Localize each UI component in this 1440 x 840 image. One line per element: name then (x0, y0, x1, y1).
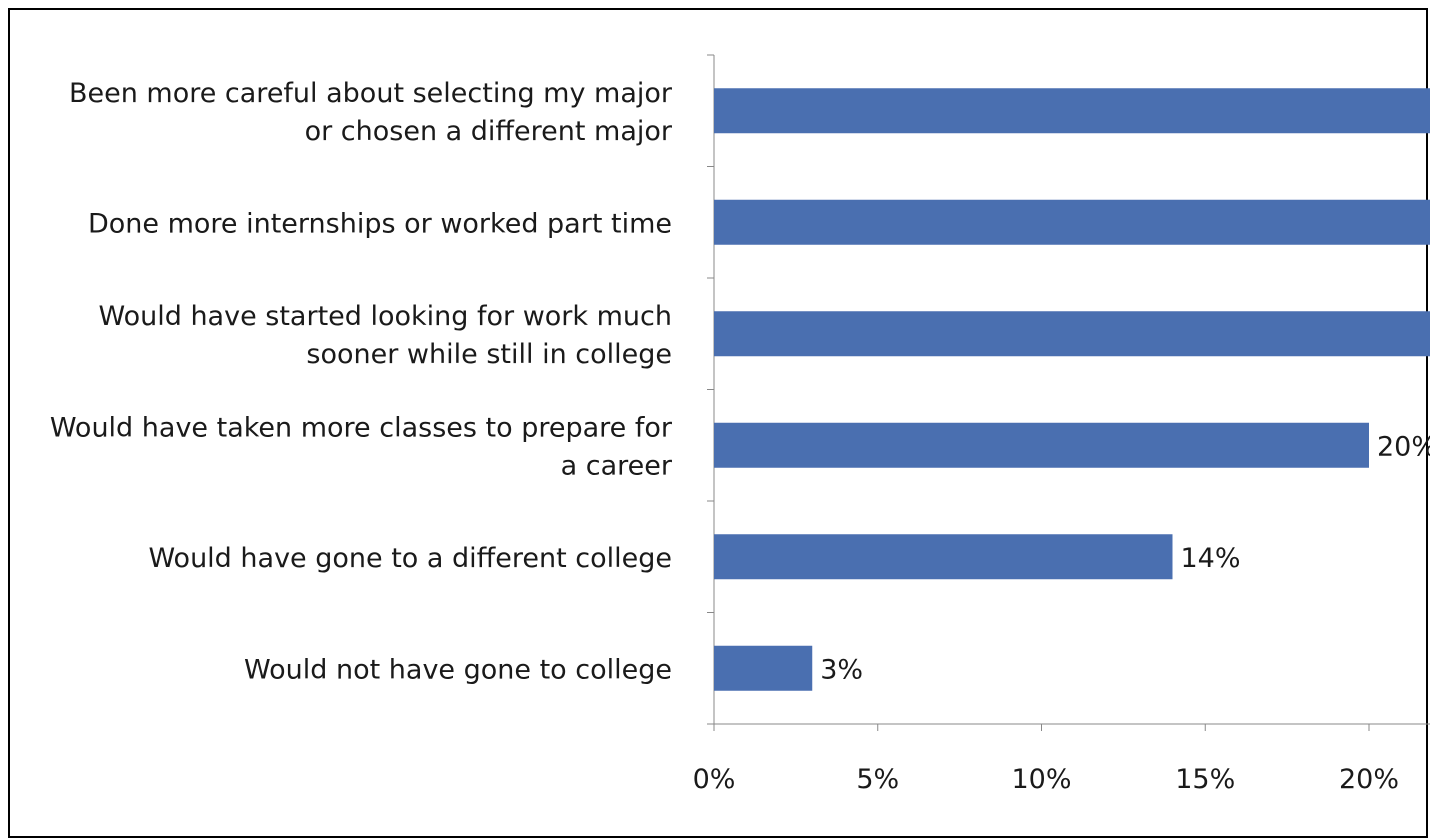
bar (714, 645, 813, 691)
data-label: 20% (1377, 431, 1430, 462)
bar (714, 199, 1430, 245)
category-label: Done more internships or worked part tim… (88, 208, 672, 239)
data-label: 14% (1181, 543, 1241, 574)
category-label: sooner while still in college (306, 339, 672, 370)
category-label: Would have gone to a different college (148, 543, 672, 574)
chart-frame: 0%5%10%15%20%25%30%35%40%37%Been more ca… (8, 8, 1430, 838)
bar (714, 534, 1173, 580)
x-tick-label: 10% (1011, 764, 1071, 795)
bar (714, 422, 1369, 468)
bar (714, 88, 1430, 134)
category-label: Would have started looking for work much (98, 301, 672, 332)
x-tick-label: 20% (1339, 764, 1399, 795)
bar-chart: 0%5%10%15%20%25%30%35%40%37%Been more ca… (50, 54, 1430, 795)
data-label: 3% (820, 654, 863, 685)
x-tick-label: 5% (856, 764, 899, 795)
category-label: or chosen a different major (305, 116, 673, 147)
category-label: Been more careful about selecting my maj… (69, 78, 673, 109)
x-tick-label: 15% (1175, 764, 1235, 795)
category-label: a career (561, 450, 673, 481)
bar (714, 311, 1430, 357)
category-label: Would not have gone to college (244, 654, 672, 685)
x-tick-label: 0% (693, 764, 736, 795)
category-label: Would have taken more classes to prepare… (50, 412, 673, 443)
